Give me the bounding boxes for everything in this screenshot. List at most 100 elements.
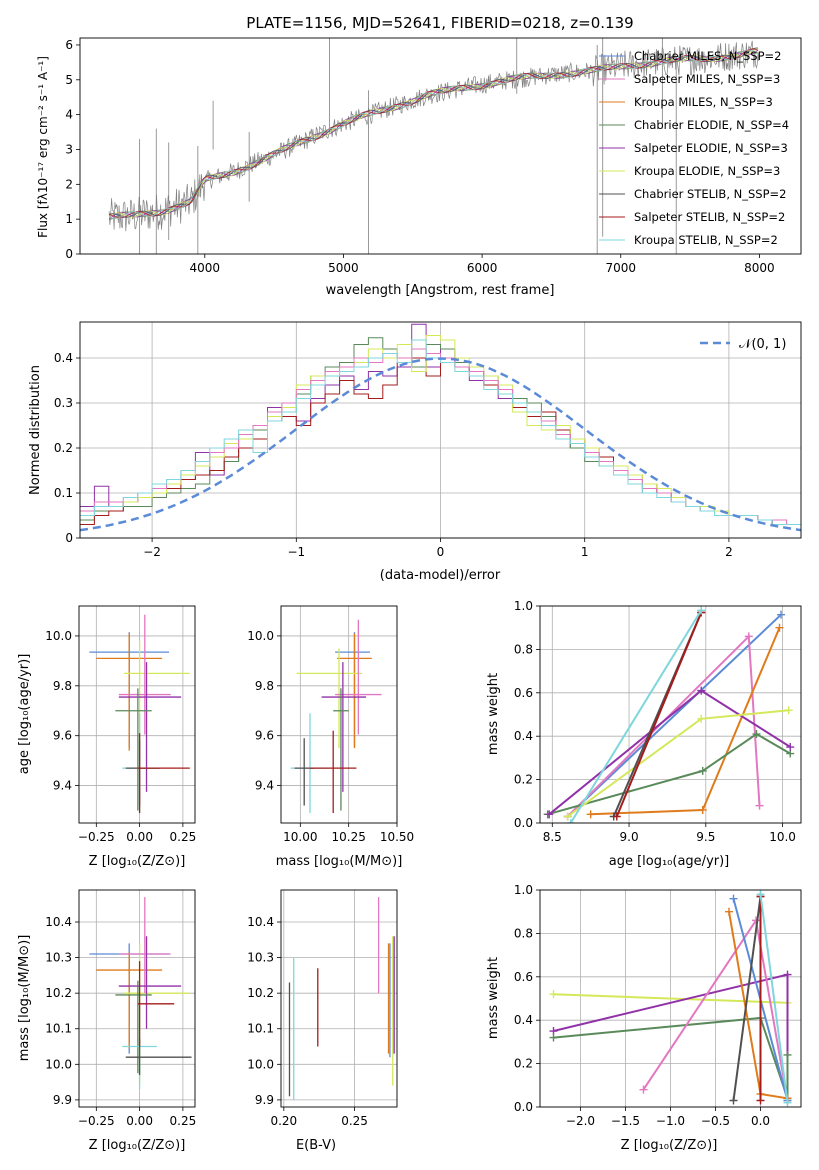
mass-vs-EBV-panel: 0.20 0.25 9.9 10.0 10.1 10.2 10.3 10.4 E(B-V) <box>247 889 398 1153</box>
residuals-xtick-label: −1 <box>287 545 305 559</box>
weight-vs-age-panel: 8.5 9.0 9.5 10.0 0.0 0.2 0.4 0.6 0.8 1.0 age [log… <box>486 599 802 869</box>
mass-vs-EBV-ytick-label: 10.1 <box>247 1022 274 1036</box>
mass-vs-EBV-x-label: E(B-V) <box>296 1138 336 1153</box>
spectrum-panel: 4000 5000 6000 7000 8000 0 1 2 3 4 5 6 wavelength [… <box>36 37 802 298</box>
mass-weight-marker <box>783 1098 792 1107</box>
mass-weight-marker <box>729 1096 738 1105</box>
residuals-xtick-label: −2 <box>143 545 161 559</box>
weight-vs-Z-xtick-label: −1.5 <box>611 1114 640 1128</box>
residuals-ytick-label: 0 <box>65 531 73 545</box>
weight-vs-age-y-label: mass weight <box>486 673 501 755</box>
model-fit-line <box>109 48 759 219</box>
legend-label: Salpeter STELIB, N_SSP=2 <box>634 210 785 224</box>
spectrum-ytick-label: 2 <box>65 177 73 191</box>
mass-vs-EBV-xtick-label: 0.20 <box>270 1114 297 1128</box>
age-vs-Z-ytick-label: 9.6 <box>53 729 72 743</box>
mass-vs-Z-x-label: Z [log₁₀(Z/Z⊙)] <box>89 1138 186 1153</box>
mass-vs-EBV-xtick-label: 0.25 <box>341 1114 368 1128</box>
weight-vs-Z-ytick-label: 0.2 <box>514 1057 533 1071</box>
residuals-xtick-label: 2 <box>725 545 733 559</box>
age-vs-mass-xtick-label: 10.00 <box>283 830 317 844</box>
legend-label: Kroupa MILES, N_SSP=3 <box>634 95 773 109</box>
mass-vs-EBV-ytick-label: 9.9 <box>255 1093 274 1107</box>
mass-weight-marker <box>697 606 706 615</box>
age-vs-mass-frame <box>280 605 398 824</box>
mass-weight-marker <box>549 990 558 999</box>
residuals-y-label: Normed distribution <box>28 365 43 495</box>
spectrum-frame <box>79 37 802 255</box>
weight-vs-Z-xtick-label: −0.5 <box>701 1114 730 1128</box>
figure-title: PLATE=1156, MJD=52641, FIBERID=0218, z=0… <box>246 14 633 32</box>
mass-weight-line <box>553 1016 789 1099</box>
mass-weight-marker <box>549 1033 558 1042</box>
weight-vs-Z-ytick-label: 0.6 <box>514 970 533 984</box>
weight-vs-age-ytick-label: 0.0 <box>514 816 533 830</box>
mass-weight-marker <box>784 706 793 715</box>
spectrum-ytick-label: 4 <box>65 108 73 122</box>
spectrum-ytick-label: 3 <box>65 142 73 156</box>
residuals-xtick-label: 0 <box>437 545 445 559</box>
legend-label: Chabrier MILES, N_SSP=2 <box>634 49 781 63</box>
age-vs-mass-x-label: mass [log₁₀(M/M⊙)] <box>276 854 403 869</box>
legend-label: Kroupa STELIB, N_SSP=2 <box>634 233 778 247</box>
mass-vs-EBV-ytick-label: 10.3 <box>247 951 274 965</box>
residuals-x-label: (data-model)/error <box>380 568 501 583</box>
mass-weight-line <box>732 896 762 1101</box>
mass-vs-Z-ytick-label: 10.2 <box>45 986 72 1000</box>
residuals-ytick-label: 0.4 <box>54 351 73 365</box>
legend-label: Chabrier STELIB, N_SSP=2 <box>634 187 786 201</box>
mass-weight-marker <box>639 1085 648 1094</box>
mass-weight-marker <box>612 812 621 821</box>
weight-vs-Z-xtick-label: −2.0 <box>566 1114 595 1128</box>
mass-vs-Z-ytick-label: 10.3 <box>45 951 72 965</box>
mass-weight-marker <box>783 970 792 979</box>
mass-vs-Z-ytick-label: 9.9 <box>53 1093 72 1107</box>
histogram-step <box>80 339 801 525</box>
mass-weight-line <box>759 894 789 1103</box>
weight-vs-age-xtick-label: 9.0 <box>620 830 639 844</box>
legend-label: Salpeter ELODIE, N_SSP=3 <box>634 141 788 155</box>
mass-weight-marker <box>698 766 707 775</box>
mass-weight-marker <box>756 890 765 899</box>
spectrum-ytick-label: 0 <box>65 247 73 261</box>
mass-weight-marker <box>697 686 706 695</box>
mass-weight-marker <box>755 801 764 810</box>
age-vs-mass-ytick-label: 9.8 <box>255 679 274 693</box>
mass-weight-line <box>615 612 703 817</box>
histogram-step <box>80 335 801 525</box>
weight-vs-age-frame <box>539 605 802 824</box>
mass-weight-marker <box>545 810 554 819</box>
mass-vs-Z-ytick-label: 10.4 <box>45 915 72 929</box>
mass-weight-marker <box>697 714 706 723</box>
residuals-xtick-label: 1 <box>581 545 589 559</box>
legend-label: Chabrier ELODIE, N_SSP=4 <box>634 118 789 132</box>
weight-vs-age-ytick-label: 0.2 <box>514 773 533 787</box>
weight-vs-Z-y-label: mass weight <box>486 957 501 1039</box>
mass-weight-marker <box>563 812 572 821</box>
weight-vs-Z-x-label: Z [log₁₀(Z/Z⊙)] <box>621 1138 718 1153</box>
age-vs-mass-ytick-label: 9.4 <box>255 779 274 793</box>
age-vs-Z-y-label: age [log₁₀(age/yr)] <box>17 654 32 775</box>
residuals-ytick-label: 0.1 <box>54 486 73 500</box>
mass-weight-line <box>547 732 791 816</box>
age-vs-mass-panel: 10.00 10.25 10.50 9.4 9.6 9.8 10.0 mass [log₁₀… <box>247 605 414 869</box>
mass-vs-EBV-ytick-label: 10.4 <box>247 915 274 929</box>
spectrum-xtick-label: 4000 <box>190 261 221 275</box>
age-vs-mass-ytick-label: 9.6 <box>255 729 274 743</box>
age-vs-Z-ytick-label: 9.4 <box>53 779 72 793</box>
spectrum-ytick-label: 6 <box>65 38 73 52</box>
mass-vs-Z-frame <box>78 889 196 1108</box>
spectrum-legend: Chabrier MILES, N_SSP=2 Salpeter MILES, N… <box>599 49 789 247</box>
weight-vs-Z-ytick-label: 1.0 <box>514 883 533 897</box>
spectrum-xtick-label: 5000 <box>328 261 359 275</box>
age-vs-Z-x-label: Z [log₁₀(Z/Z⊙)] <box>89 854 186 869</box>
weight-vs-age-xtick-label: 8.5 <box>543 830 562 844</box>
mass-vs-EBV-frame <box>280 889 398 1108</box>
residuals-panel: −2 −1 0 1 200.10.20.30.4 (data-model)/error … <box>28 321 802 583</box>
age-vs-Z-panel: −0.25 0.00 0.25 9.4 9.6 9.8 10.0 Z [log₁₀(Z/Z⊙… <box>17 605 196 869</box>
legend-label: Kroupa ELODIE, N_SSP=3 <box>634 164 780 178</box>
mass-weight-marker <box>786 743 795 752</box>
weight-vs-Z-panel: −2.0 −1.5 −1.0 −0.5 0.0 0.0 0.2 0.4 0.6 0.8 1.0 Z … <box>486 883 802 1153</box>
model-fit-line <box>109 51 759 220</box>
mass-vs-Z-ytick-label: 10.0 <box>45 1057 72 1071</box>
